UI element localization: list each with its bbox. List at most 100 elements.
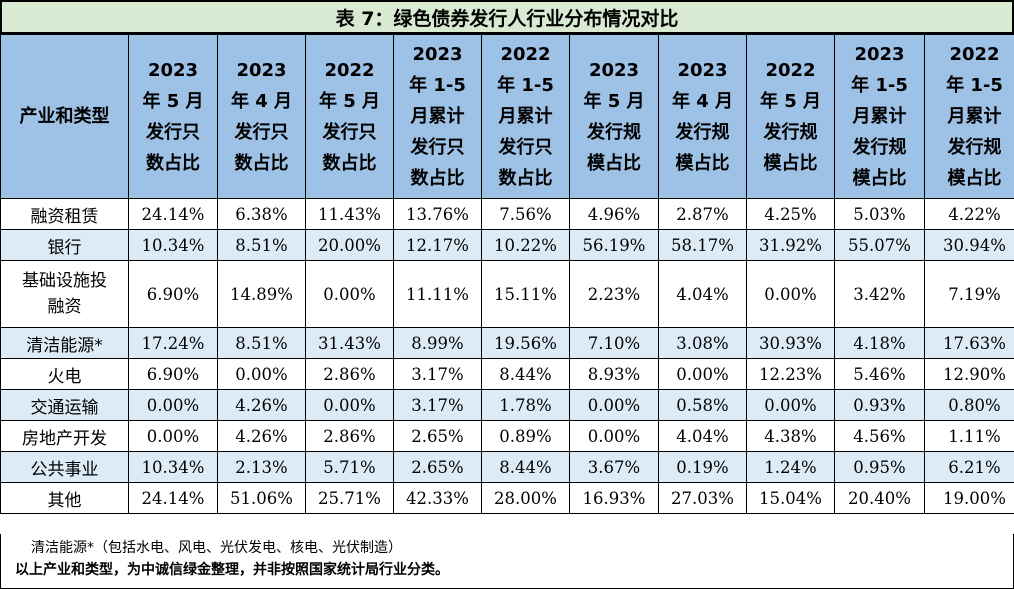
header-line: 年 5 月 (759, 90, 822, 112)
header-line: 2023 (147, 59, 199, 81)
header-line: 月累计 (947, 106, 1002, 127)
table-cell: 55.07% (834, 229, 925, 261)
table-cell: 24.14% (128, 482, 218, 514)
table-row: 房地产开发 0.00% 4.26% 2.86% 2.65% 0.89% 0.00% 4.04%… (0, 420, 1014, 452)
header-line: 年 1-5 (851, 75, 908, 96)
header-line: 年 1-5 (497, 75, 554, 96)
table-cell: 11.43% (305, 198, 394, 230)
table-cell: 8.44% (481, 358, 570, 390)
table-cell: 10.22% (481, 229, 570, 261)
table-cell: 4.18% (834, 327, 925, 359)
row-category: 房地产开发 (0, 420, 129, 452)
table-cell: 0.95% (834, 451, 925, 483)
table-cell: 30.94% (924, 229, 1014, 261)
table-cell: 20.40% (834, 482, 925, 514)
header-line: 发行规 (587, 121, 641, 143)
table-cell: 10.34% (128, 229, 218, 261)
table-cell: 19.00% (924, 482, 1014, 514)
table-cell: 0.00% (746, 260, 835, 328)
table-row: 融资租赁 24.14% 6.38% 11.43% 13.76% 7.56% 4.96% 2.8… (0, 198, 1014, 230)
header-line: 年 5 月 (318, 90, 381, 112)
table-cell: 0.00% (569, 420, 659, 452)
table-cell: 8.51% (217, 229, 306, 261)
table-cell: 4.26% (217, 420, 306, 452)
category-line: 融资 (47, 297, 82, 317)
header-line: 2023 (588, 59, 640, 81)
category-line: 房地产开发 (22, 428, 107, 449)
table-cell: 6.90% (128, 260, 218, 328)
table-cell: 8.51% (217, 327, 306, 359)
table-cell: 0.00% (305, 260, 394, 328)
industry-distribution-table: 产业和类型 2023 年 5 月发行只 数占比 2023 年 4 月发行只 数占比 2022… (0, 34, 1014, 514)
table-cell: 0.00% (746, 389, 835, 421)
table-cell: 7.56% (481, 198, 570, 230)
table-cell: 1.78% (481, 389, 570, 421)
table-row: 清洁能源* 17.24% 8.51% 31.43% 8.99% 19.56% 7.10% 3.… (0, 327, 1014, 359)
table-cell: 17.63% (924, 327, 1014, 359)
table-cell: 11.11% (393, 260, 482, 328)
header-col-6: 2023 年 5 月发行规 模占比 (569, 34, 659, 199)
table-cell: 0.00% (128, 389, 218, 421)
table-cell: 27.03% (658, 482, 747, 514)
category-line: 其他 (47, 490, 82, 511)
table-cell: 31.43% (305, 327, 394, 359)
table-cell: 8.44% (481, 451, 570, 483)
header-line: 模占比 (675, 152, 730, 174)
header-line: 2022 (765, 59, 816, 81)
table-cell: 2.87% (658, 198, 747, 230)
header-line: 发行规 (947, 137, 1002, 158)
header-col-10: 2022 年 1-5 月累计 发行规 模占比 (924, 34, 1014, 199)
table-cell: 13.76% (393, 198, 482, 230)
table-cell: 30.93% (746, 327, 835, 359)
note-clean-energy: 清洁能源*（包括水电、风电、光伏发电、核电、光伏制造） (31, 540, 402, 556)
header-line: 2023 (412, 44, 463, 65)
table-cell: 4.56% (834, 420, 925, 452)
table-title: 表 7：绿色债券发行人行业分布情况对比 (0, 0, 1014, 34)
table-cell: 3.17% (393, 358, 482, 390)
header-line: 年 4 月 (230, 90, 293, 112)
header-col-9: 2023 年 1-5 月累计 发行规 模占比 (834, 34, 925, 199)
table-cell: 12.17% (393, 229, 482, 261)
header-col-4: 2023 年 1-5 月累计 发行只 数占比 (393, 34, 482, 199)
table-cell: 4.04% (658, 420, 747, 452)
header-line: 发行只 (234, 121, 289, 143)
header-line: 模占比 (852, 168, 907, 189)
table-cell: 3.67% (569, 451, 659, 483)
category-line: 交通运输 (30, 397, 99, 418)
header-col-1: 2023 年 5 月发行只 数占比 (128, 34, 218, 199)
header-line: 发行只 (322, 121, 377, 143)
category-line: 火电 (47, 366, 82, 387)
table-cell: 16.93% (569, 482, 659, 514)
table-cell: 0.80% (924, 389, 1014, 421)
row-category: 火电 (0, 358, 129, 390)
table-cell: 56.19% (569, 229, 659, 261)
header-col-5: 2022 年 1-5 月累计 发行只 数占比 (481, 34, 570, 199)
table-cell: 0.00% (128, 420, 218, 452)
row-category: 银行 (0, 229, 129, 261)
table-cell: 0.93% (834, 389, 925, 421)
row-category: 其他 (0, 482, 129, 514)
table-cell: 3.17% (393, 389, 482, 421)
row-category: 清洁能源* (0, 327, 129, 359)
table-row: 火电 6.90% 0.00% 2.86% 3.17% 8.44% 8.93% 0.00% 12.… (0, 358, 1014, 390)
header-line: 数占比 (410, 168, 465, 189)
table-cell: 6.38% (217, 198, 306, 230)
table-cell: 3.08% (658, 327, 747, 359)
table-cell: 8.99% (393, 327, 482, 359)
table-notes: 清洁能源*（包括水电、风电、光伏发电、核电、光伏制造） 以上产业和类型，为中诚信… (0, 534, 1014, 589)
table-cell: 3.42% (834, 260, 925, 328)
header-line: 发行规 (675, 121, 730, 143)
header-line: 发行只 (498, 137, 553, 158)
table-cell: 1.24% (746, 451, 835, 483)
category-line: 融资租赁 (30, 206, 99, 227)
header-line: 月累计 (498, 106, 553, 127)
header-category: 产业和类型 (0, 34, 129, 199)
header-line: 年 4 月 (671, 90, 734, 112)
header-line: 2022 (500, 44, 551, 65)
row-category: 融资租赁 (0, 198, 129, 230)
header-line: 年 1-5 (409, 75, 466, 96)
category-line: 公共事业 (30, 459, 99, 480)
table-cell: 2.65% (393, 451, 482, 483)
table-cell: 4.22% (924, 198, 1014, 230)
